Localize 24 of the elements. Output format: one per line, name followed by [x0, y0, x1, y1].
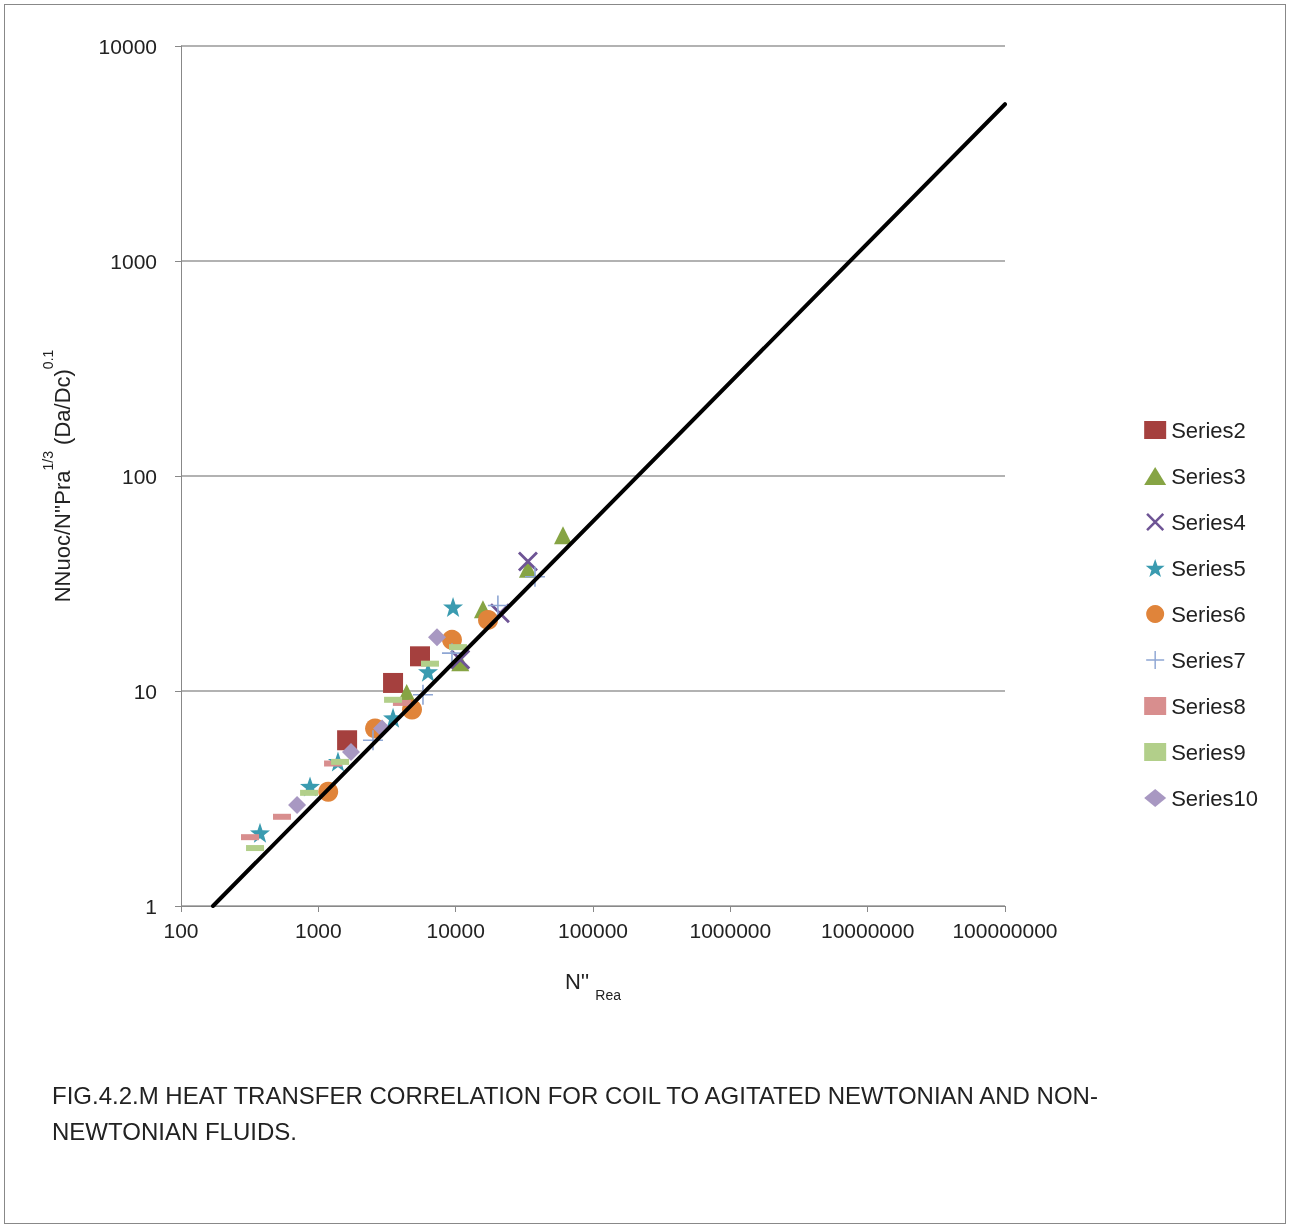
x-axis-title: N'' Rea [564, 968, 622, 1003]
legend-label: Series3 [1171, 463, 1246, 489]
y-tick-label: 1 [145, 894, 157, 918]
legend-label: Series9 [1171, 739, 1246, 765]
y-tick-label: 10000 [98, 34, 157, 58]
y-tick-label: 100 [121, 464, 157, 488]
y-tick-label: 10 [133, 679, 157, 703]
legend-label: Series8 [1171, 693, 1246, 719]
legend-label: Series10 [1171, 785, 1259, 811]
x-tick-label: 1000000 [689, 919, 772, 942]
x-tick-label: 10000 [426, 919, 485, 942]
x-tick-label: 10000000 [820, 919, 915, 942]
legend-label: Series4 [1171, 509, 1246, 535]
x-tick-label: 100000000 [952, 919, 1058, 942]
caption: FIG.4.2.M HEAT TRANSFER CORRELATION FOR COIL TO AGITATED NEWTONIAN AND NON-NEWTONIAN FLUIDS. [52, 1081, 1099, 1147]
legend-label: Series5 [1171, 555, 1246, 581]
legend-label: Series6 [1171, 601, 1246, 627]
legend-label: Series2 [1171, 417, 1246, 443]
x-tick-label: 100000 [557, 919, 629, 942]
y-tick-label: 1000 [110, 249, 157, 273]
x-tick-label: 100 [163, 919, 199, 942]
y-axis-title: NNuoc/N''Pra1/3 (Da/Dc)0.1 [40, 349, 75, 603]
x-tick-label: 1000 [294, 919, 342, 942]
legend-label: Series7 [1171, 647, 1246, 673]
